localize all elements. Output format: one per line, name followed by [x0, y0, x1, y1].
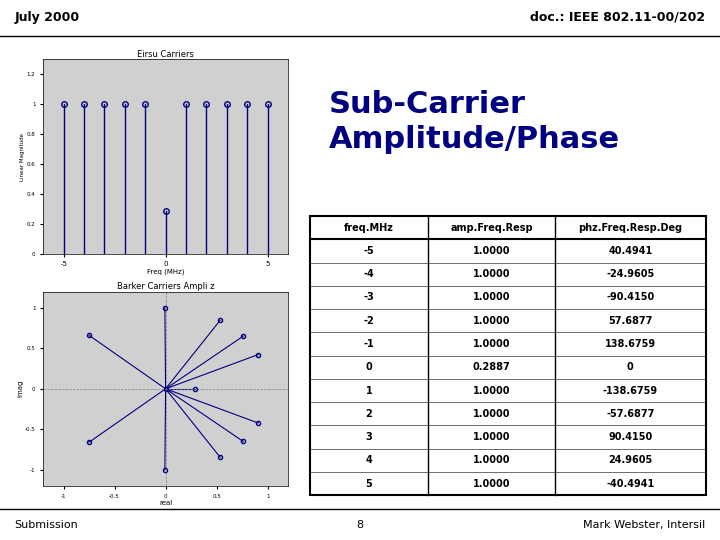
Text: 1.0000: 1.0000 — [473, 478, 510, 489]
Text: amp.Freq.Resp: amp.Freq.Resp — [451, 222, 533, 233]
Text: 1.0000: 1.0000 — [473, 316, 510, 326]
Title: Eirsu Carriers: Eirsu Carriers — [138, 50, 194, 59]
Text: -4: -4 — [364, 269, 374, 279]
Text: 138.6759: 138.6759 — [605, 339, 656, 349]
Text: -90.4150: -90.4150 — [606, 293, 654, 302]
Text: 90.4150: 90.4150 — [608, 432, 652, 442]
Text: -138.6759: -138.6759 — [603, 386, 658, 395]
Text: -57.6877: -57.6877 — [606, 409, 654, 419]
Text: 5: 5 — [366, 478, 372, 489]
Text: 1.0000: 1.0000 — [473, 455, 510, 465]
Text: 3: 3 — [366, 432, 372, 442]
Text: 2: 2 — [366, 409, 372, 419]
Text: -3: -3 — [364, 293, 374, 302]
Text: 1.0000: 1.0000 — [473, 386, 510, 395]
Text: -24.9605: -24.9605 — [606, 269, 654, 279]
Text: 1.0000: 1.0000 — [473, 269, 510, 279]
Text: 8: 8 — [356, 521, 364, 530]
Title: Barker Carriers Ampli z: Barker Carriers Ampli z — [117, 282, 215, 291]
Text: 4: 4 — [366, 455, 372, 465]
Text: 1.0000: 1.0000 — [473, 409, 510, 419]
Text: -2: -2 — [364, 316, 374, 326]
Y-axis label: imag: imag — [17, 380, 24, 397]
Text: -40.4941: -40.4941 — [606, 478, 654, 489]
X-axis label: Freq (MHz): Freq (MHz) — [147, 269, 184, 275]
Text: 57.6877: 57.6877 — [608, 316, 652, 326]
Text: Submission: Submission — [14, 521, 78, 530]
Text: 40.4941: 40.4941 — [608, 246, 652, 256]
Y-axis label: Linear Magnitude: Linear Magnitude — [20, 133, 25, 180]
Text: 1.0000: 1.0000 — [473, 246, 510, 256]
Text: 1.0000: 1.0000 — [473, 339, 510, 349]
Text: 1.0000: 1.0000 — [473, 432, 510, 442]
Text: -5: -5 — [364, 246, 374, 256]
Text: 1: 1 — [366, 386, 372, 395]
Text: 24.9605: 24.9605 — [608, 455, 652, 465]
Text: July 2000: July 2000 — [14, 10, 79, 24]
Text: phz.Freq.Resp.Deg: phz.Freq.Resp.Deg — [578, 222, 683, 233]
Text: doc.: IEEE 802.11-00/202: doc.: IEEE 802.11-00/202 — [531, 10, 706, 24]
Text: freq.MHz: freq.MHz — [344, 222, 394, 233]
Text: 0.2887: 0.2887 — [473, 362, 510, 372]
Text: 0: 0 — [366, 362, 372, 372]
Text: 0: 0 — [627, 362, 634, 372]
X-axis label: real: real — [159, 500, 172, 506]
Text: Sub-Carrier
Amplitude/Phase: Sub-Carrier Amplitude/Phase — [328, 90, 620, 154]
Text: -1: -1 — [364, 339, 374, 349]
Text: 1.0000: 1.0000 — [473, 293, 510, 302]
Text: Mark Webster, Intersil: Mark Webster, Intersil — [583, 521, 706, 530]
